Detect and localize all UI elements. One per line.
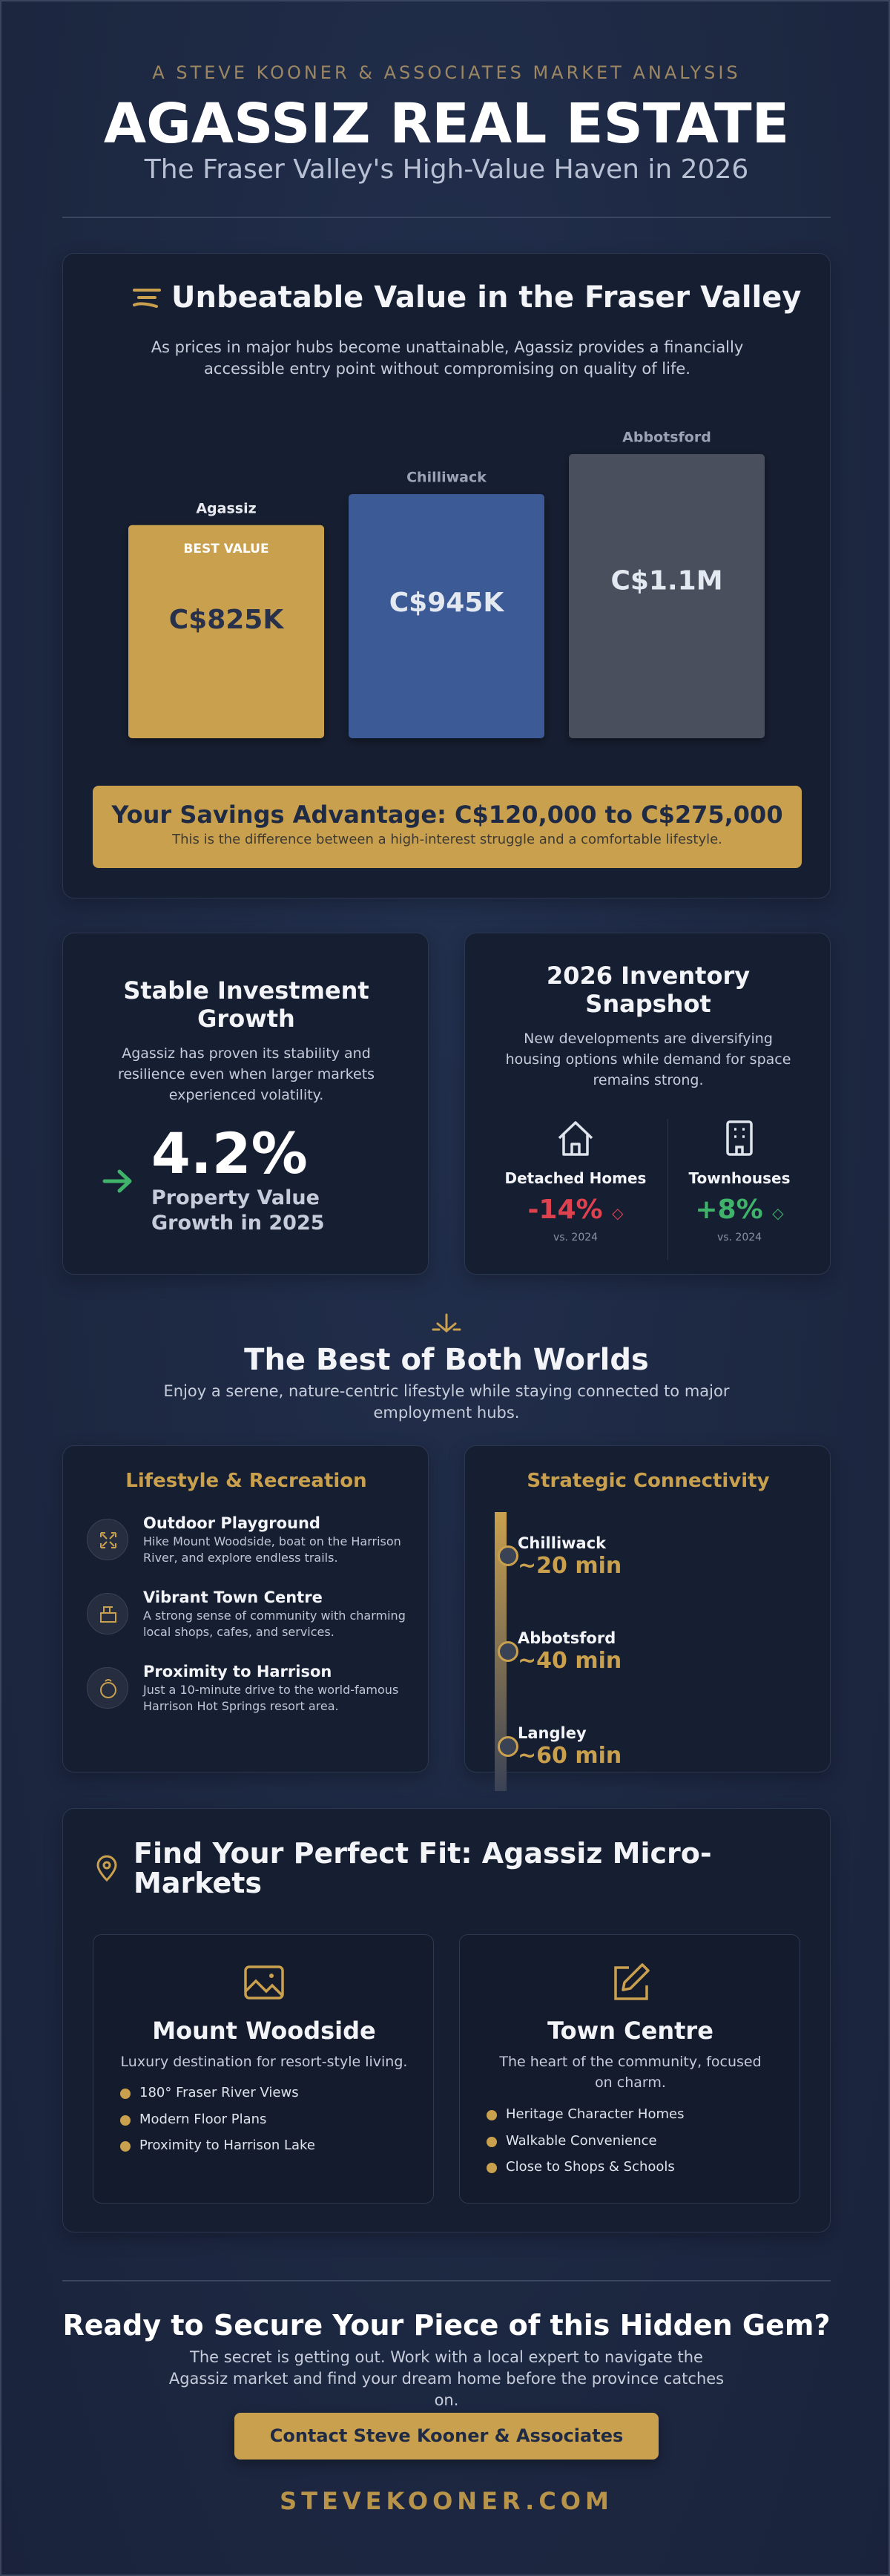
pencil-icon	[614, 1963, 650, 2000]
growth-arrow	[102, 1169, 132, 1193]
cta-button[interactable]: Contact Steve Kooner & Associates	[234, 2413, 659, 2460]
feature: Walkable Convenience	[487, 2133, 657, 2149]
micro-title: Find Your Perfect Fit: Agassiz Micro-Mar…	[134, 1837, 712, 1899]
connectivity-title: Strategic Connectivity	[527, 1470, 770, 1492]
cta-text: The secret is getting out. Work with a l…	[168, 2348, 725, 2409]
market-card: Mount Woodside Luxury destination for re…	[93, 1934, 434, 2204]
inventory-text: New developments are diversifying housin…	[505, 1031, 791, 1088]
inventory-label: Townhouses	[688, 1169, 791, 1187]
icon-circle	[87, 1593, 128, 1634]
market-name: Mount Woodside	[152, 2017, 376, 2045]
category-label: Abbotsford	[622, 430, 711, 446]
item-title: Outdoor Playground	[143, 1514, 320, 1532]
section-text: As prices in major hubs become unattaina…	[151, 338, 744, 378]
connectivity-card: Strategic Connectivity Chilliwack ~20 mi…	[464, 1445, 831, 1791]
savings-text: This is the difference between a high-in…	[172, 832, 722, 847]
drive-time: ~20 min	[518, 1553, 622, 1579]
growth-title: Stable Investment Growth	[123, 976, 369, 1033]
growth-card: Stable Investment Growth Agassiz has pro…	[62, 933, 429, 1275]
bar	[569, 454, 765, 738]
growth-stat: 4.2%	[151, 1120, 308, 1186]
inventory-change: -14% ◇	[495, 1195, 656, 1225]
savings-banner: Your Savings Advantage: C$120,000 to C$2…	[93, 786, 802, 868]
feature: 180° Fraser River Views	[120, 2085, 299, 2100]
divider	[62, 2280, 831, 2281]
title-icon	[133, 289, 161, 308]
place: Langley	[518, 1724, 587, 1742]
growth-text: Agassiz has proven its stability and res…	[117, 1045, 375, 1103]
value-label: C$1.1M	[610, 565, 722, 596]
drive-time: ~60 min	[518, 1743, 622, 1769]
worlds-icon	[432, 1313, 461, 1333]
diamond: ◇	[612, 1204, 624, 1222]
savings-title: Your Savings Advantage: C$120,000 to C$2…	[111, 801, 783, 829]
inventory-note: vs. 2024	[716, 1232, 762, 1243]
image-icon	[244, 1965, 284, 2000]
market-card: Town Centre The heart of the community, …	[459, 1934, 800, 2204]
feature: Modern Floor Plans	[119, 2112, 267, 2127]
category-label: Agassiz	[196, 500, 256, 516]
icon-circle	[87, 1519, 128, 1560]
price-chart: C$825K Agassiz C$945K Chilliwack C$1.1M Abbot…	[128, 430, 765, 738]
value-card: Unbeatable Value in the Fraser Valley As…	[62, 253, 831, 898]
kicker: A STEVE KOONER & ASSOCIATES MARKET ANALY…	[152, 62, 741, 83]
place: Abbotsford	[518, 1629, 616, 1647]
value-label: C$825K	[169, 605, 285, 635]
market-name: Town Centre	[547, 2017, 713, 2045]
page-title: AGASSIZ REAL ESTATE	[103, 92, 790, 156]
inventory-note: vs. 2024	[553, 1232, 599, 1243]
section-title: Unbeatable Value in the Fraser Valley	[171, 280, 802, 315]
item-title: Vibrant Town Centre	[143, 1588, 323, 1606]
inventory-change: +8% ◇	[659, 1195, 820, 1225]
worlds-title: The Best of Both Worlds	[244, 1343, 649, 1377]
site-name: STEVEKOONER.COM	[280, 2487, 613, 2515]
change-value: +8%	[695, 1195, 763, 1225]
cta-title: Ready to Secure Your Piece of this Hidde…	[62, 2309, 831, 2342]
feature: Heritage Character Homes	[486, 2106, 685, 2122]
inventory-title: 2026 Inventory Snapshot	[546, 962, 751, 1018]
market-text: Luxury destination for resort-style livi…	[120, 2054, 408, 2070]
lifestyle-card: Lifestyle & Recreation Outdoor Playgroun…	[62, 1445, 429, 1772]
icon-circle	[87, 1667, 128, 1709]
page-subtitle: The Fraser Valley's High-Value Haven in …	[144, 154, 749, 185]
pin-icon	[96, 1855, 117, 1882]
diamond: ◇	[772, 1204, 784, 1222]
item-text: A strong sense of community with charmin…	[143, 1609, 406, 1639]
best-value-badge: BEST VALUE	[183, 542, 269, 556]
change-value: -14%	[527, 1195, 603, 1225]
lifestyle-title: Lifestyle & Recreation	[125, 1470, 367, 1492]
growth-stat-label: Property Value Growth in 2025	[151, 1186, 325, 1235]
worlds-text: Enjoy a serene, nature-centric lifestyle…	[163, 1382, 730, 1422]
inventory-card: 2026 Inventory Snapshot New developments…	[464, 933, 831, 1275]
place: Chilliwack	[518, 1534, 607, 1552]
value-label: C$945K	[389, 588, 505, 618]
inventory-label: Detached Homes	[504, 1169, 647, 1187]
timeline-dot	[498, 1736, 518, 1757]
market-text: The heart of the community, focused on c…	[499, 2054, 762, 2091]
feature: Close to Shops & Schools	[487, 2159, 675, 2175]
house-icon	[558, 1121, 593, 1156]
category-label: Chilliwack	[406, 469, 487, 485]
item-title: Proximity to Harrison	[143, 1663, 332, 1680]
timeline-dot	[498, 1545, 518, 1566]
divider	[62, 217, 831, 218]
bar	[128, 525, 324, 738]
bar	[349, 493, 544, 738]
drive-time: ~40 min	[518, 1648, 622, 1674]
micro-card: Find Your Perfect Fit: Agassiz Micro-Mar…	[62, 1808, 831, 2232]
feature: Proximity to Harrison Lake	[120, 2138, 315, 2153]
item-text: Hike Mount Woodside, boat on the Harriso…	[143, 1534, 401, 1565]
item-text: Just a 10-minute drive to the world-famo…	[143, 1683, 399, 1713]
building-icon	[726, 1120, 753, 1156]
timeline-dot	[498, 1641, 518, 1662]
